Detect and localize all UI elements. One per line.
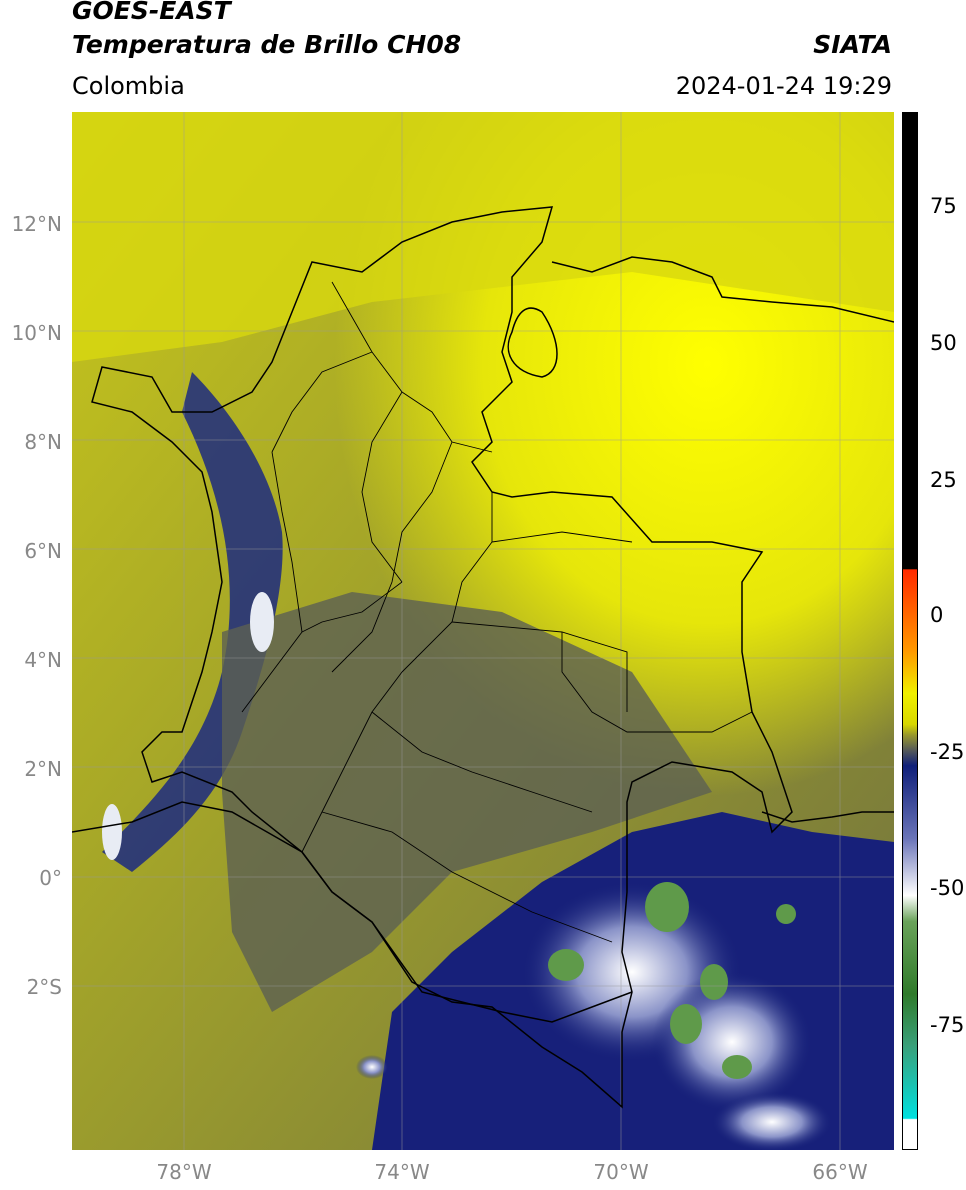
lat-label: 2°N bbox=[24, 757, 62, 781]
lat-label: 12°N bbox=[11, 212, 62, 236]
datetime-label: 2024-01-24 19:29 bbox=[675, 72, 892, 100]
satellite-map bbox=[72, 112, 894, 1150]
colorbar-tick: -25 bbox=[930, 740, 965, 764]
lon-label: 66°W bbox=[812, 1160, 868, 1184]
convective-cloud bbox=[250, 592, 274, 652]
lat-label: 2°S bbox=[26, 975, 62, 999]
lon-label: 70°W bbox=[593, 1160, 649, 1184]
lat-label: 0° bbox=[39, 866, 62, 890]
source-label: SIATA bbox=[813, 30, 892, 59]
colorbar-tick: 25 bbox=[930, 468, 957, 492]
colorbar-tick: 50 bbox=[930, 331, 957, 355]
title-product: Temperatura de Brillo CH08 bbox=[72, 30, 462, 59]
lat-label: 8°N bbox=[24, 430, 62, 454]
country-borders bbox=[72, 206, 894, 1109]
cold-core-green bbox=[776, 904, 796, 924]
colorbar-tick: 75 bbox=[930, 194, 957, 218]
colorbar-tick: 0 bbox=[930, 603, 944, 627]
colorbar bbox=[902, 112, 918, 1150]
graticule bbox=[72, 112, 894, 1150]
colorbar-tick: -75 bbox=[930, 1013, 965, 1037]
lat-label: 6°N bbox=[24, 539, 62, 563]
cold-core-green bbox=[700, 964, 728, 1000]
convective-cloud bbox=[102, 804, 122, 860]
convective-cloud bbox=[652, 972, 812, 1112]
title-satellite: GOES-EAST bbox=[72, 0, 231, 25]
cold-core-green bbox=[645, 882, 689, 932]
convective-cloud bbox=[712, 1092, 832, 1150]
lon-label: 74°W bbox=[374, 1160, 430, 1184]
north-yellow-band bbox=[72, 112, 894, 362]
cold-core-green bbox=[722, 1055, 752, 1079]
lat-label: 10°N bbox=[11, 321, 62, 345]
lon-label: 78°W bbox=[156, 1160, 212, 1184]
pacific-cold-band bbox=[102, 372, 283, 872]
cold-core-green bbox=[670, 1004, 702, 1044]
cold-core-green bbox=[548, 949, 584, 981]
lat-label: 4°N bbox=[24, 648, 62, 672]
central-gray-region bbox=[222, 592, 712, 1012]
colorbar-tick: -50 bbox=[930, 876, 965, 900]
region-label: Colombia bbox=[72, 72, 185, 100]
department-borders bbox=[241, 281, 753, 943]
convective-cloud bbox=[356, 1055, 388, 1079]
